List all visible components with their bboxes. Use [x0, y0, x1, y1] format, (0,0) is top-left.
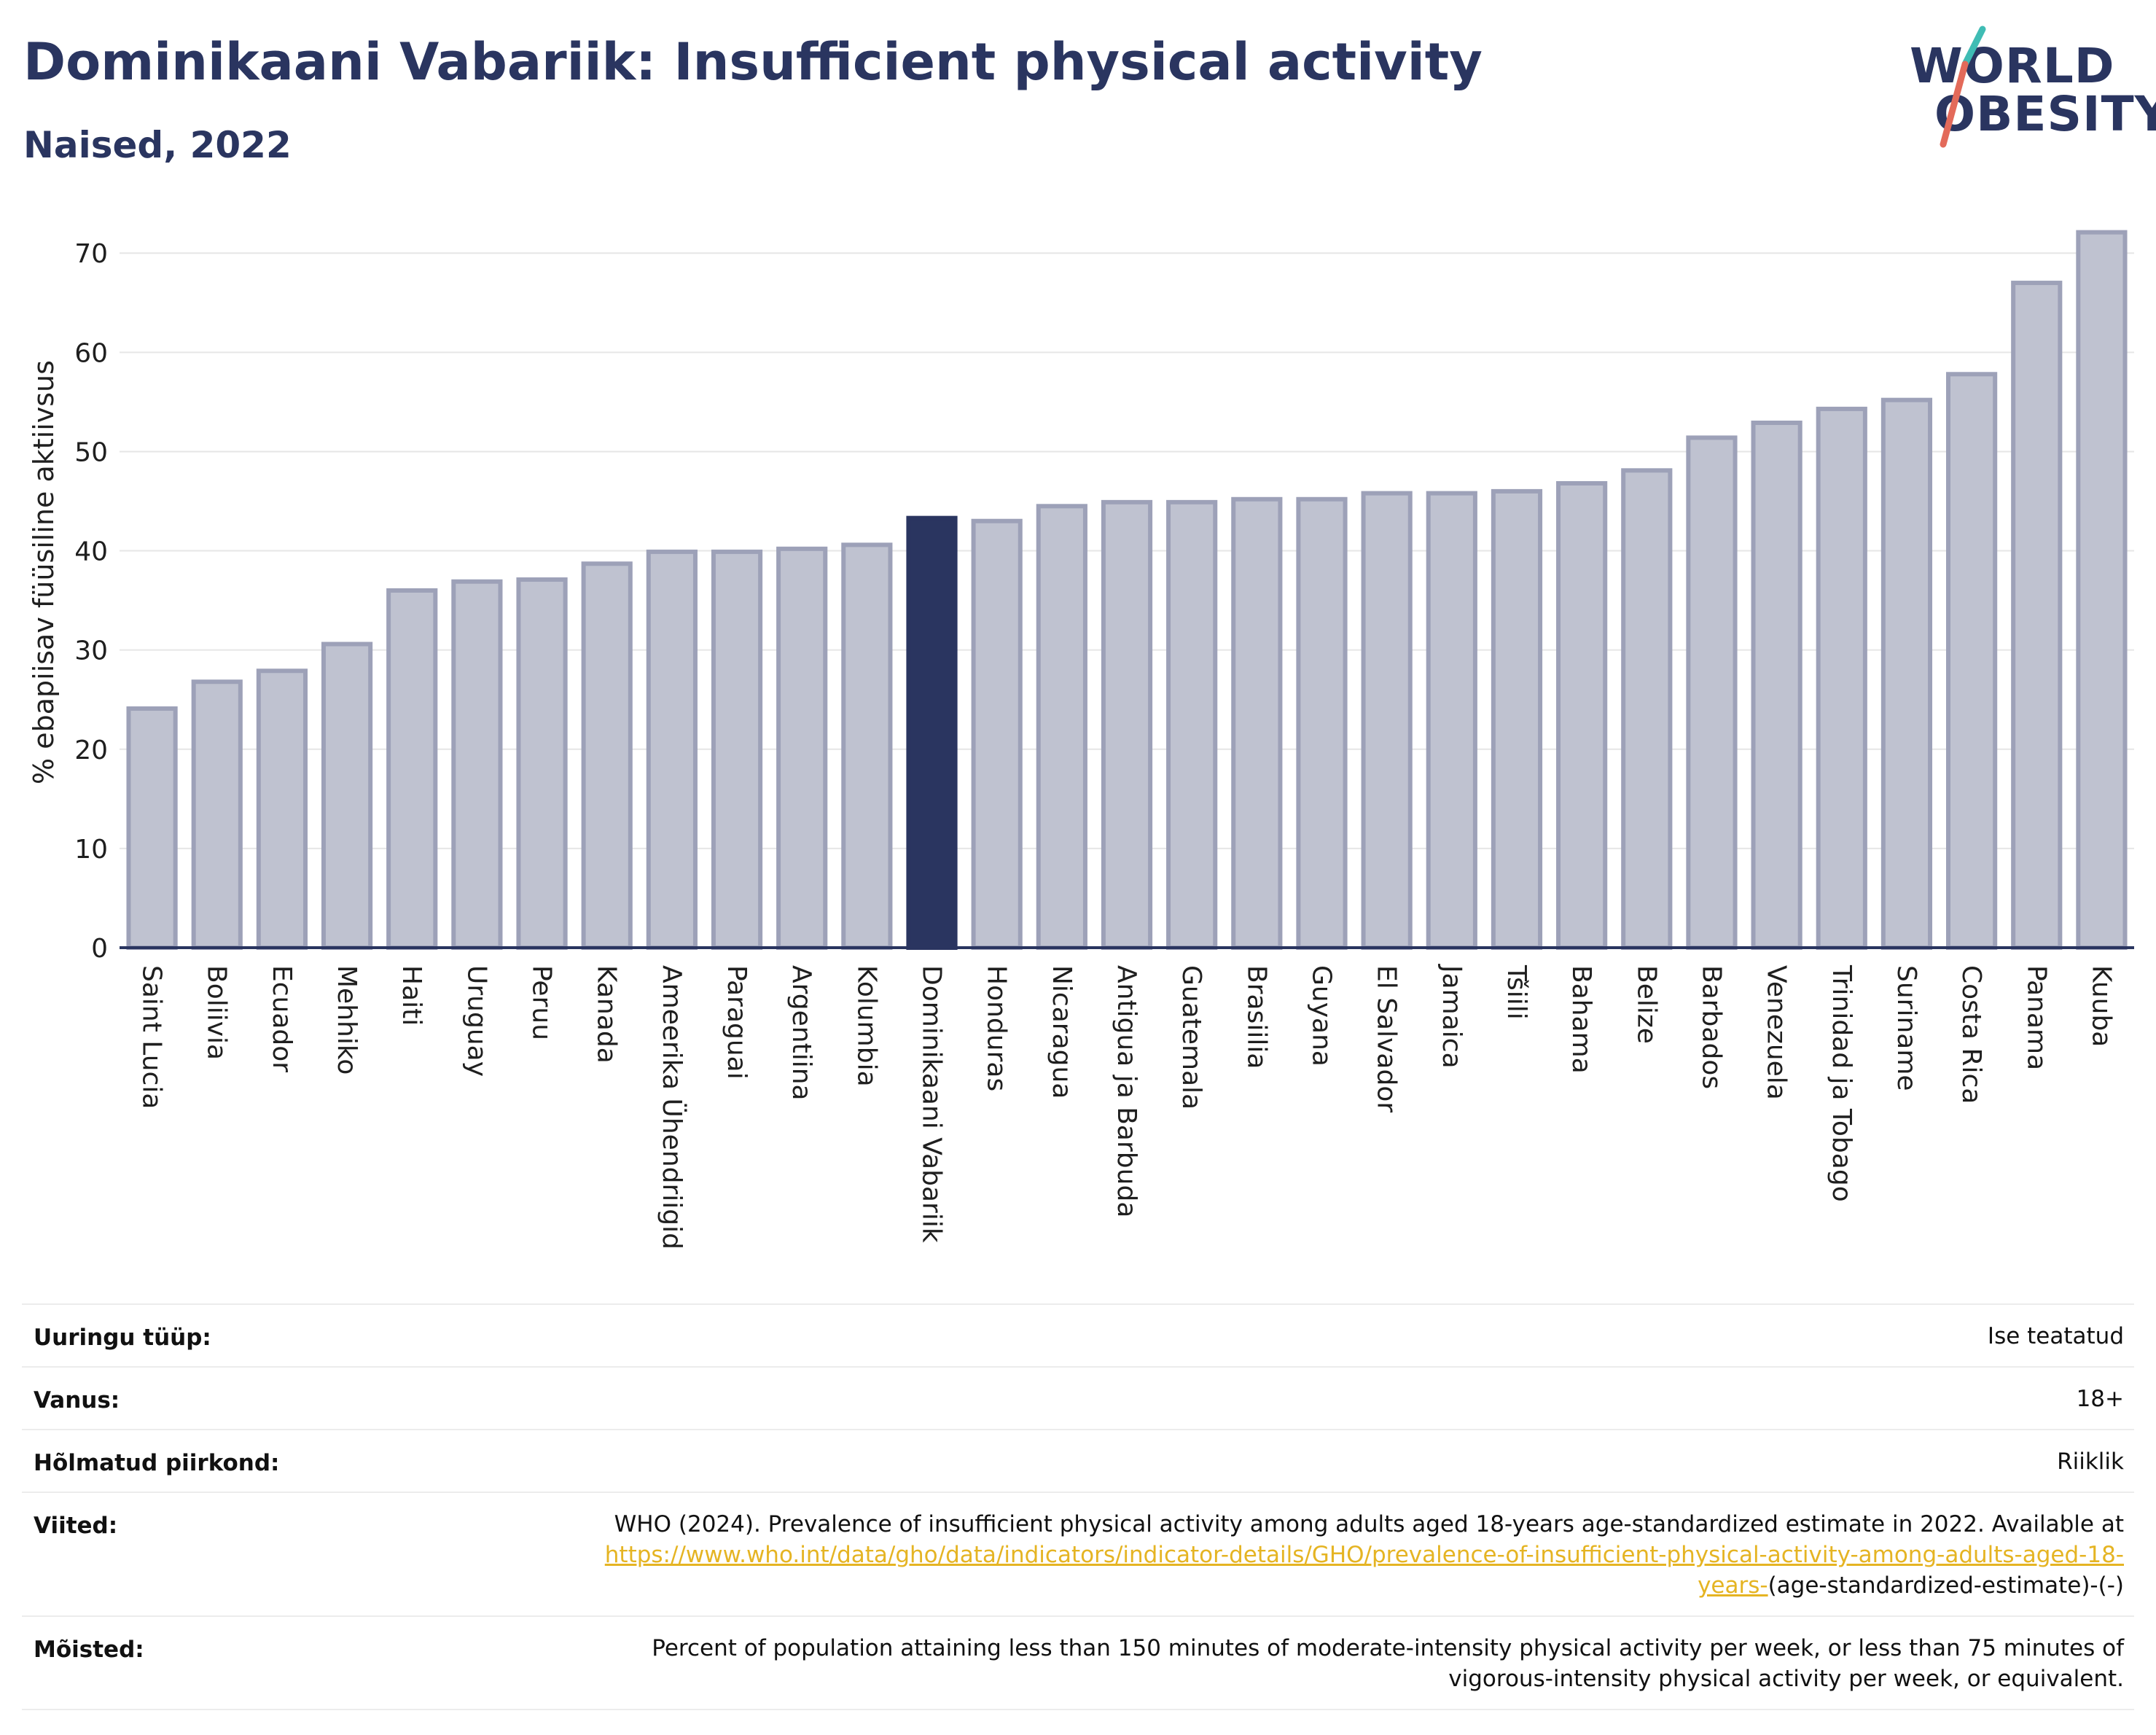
x-tick-label: Honduras — [982, 965, 1012, 1091]
x-tick-label: Saint Lucia — [137, 965, 167, 1109]
bar — [1686, 435, 1738, 950]
y-tick-label: 30 — [74, 636, 108, 666]
bar — [646, 549, 698, 950]
bar — [581, 561, 633, 950]
y-tick-label: 10 — [74, 835, 108, 865]
info-value: WHO (2024). Prevalence of insufficient p… — [586, 1509, 2124, 1601]
bar — [1296, 496, 1348, 950]
x-tick-label: Antigua ja Barbuda — [1112, 965, 1141, 1217]
bar-chart: 0 10 20 30 40 50 60 70 Saint Lucia Boliivia Ecuado… — [74, 230, 2134, 1249]
y-tick-label: 0 — [91, 934, 108, 964]
logo-line-2: OBESITY — [1934, 86, 2156, 142]
x-tick-label: Mehhiko — [332, 965, 362, 1075]
bar — [1880, 397, 1933, 950]
info-value: Riiklik — [2057, 1449, 2124, 1475]
x-tick-label: Panama — [2021, 965, 2051, 1070]
bar — [451, 579, 503, 950]
bar — [841, 542, 893, 950]
info-key: Viited: — [34, 1513, 118, 1539]
info-value: Ise teatatud — [1987, 1323, 2124, 1349]
bar — [1166, 499, 1218, 951]
bar — [1945, 372, 1998, 950]
bar — [906, 515, 958, 950]
info-value: Percent of population attaining less tha… — [652, 1635, 2124, 1692]
bar — [711, 549, 763, 950]
info-key: Uuringu tüüp: — [34, 1325, 211, 1351]
x-tick-label: Paraguai — [722, 965, 751, 1080]
bar — [126, 706, 178, 950]
reference-text: WHO (2024). Prevalence of insufficient p… — [614, 1511, 2124, 1537]
bar — [1816, 406, 1867, 950]
info-key: Mõisted: — [34, 1637, 144, 1663]
reference-text-suffix: (age-standardized-estimate)-(-) — [1768, 1572, 2124, 1599]
info-row-definitions: Mõisted: Percent of population attaining… — [22, 1615, 2134, 1710]
x-tick-label: Jamaica — [1437, 964, 1466, 1069]
x-tick-label: Belize — [1631, 965, 1661, 1044]
x-tick-label: Costa Rica — [1956, 965, 1986, 1104]
logo-slash-icon — [1940, 26, 1986, 148]
x-tick-label: Guatemala — [1176, 965, 1206, 1110]
chart-title: Dominikaani Vabariik: Insufficient physi… — [23, 32, 1483, 92]
x-tick-label: Brasiilia — [1241, 965, 1271, 1069]
x-tick-label: Uruguay — [461, 965, 491, 1077]
y-tick-label: 50 — [74, 437, 108, 467]
x-tick-label: Kanada — [592, 965, 622, 1064]
y-tick-label: 60 — [74, 338, 108, 368]
bar — [1361, 491, 1413, 951]
x-tick-label: Tšiili — [1501, 964, 1531, 1020]
bar — [2011, 281, 2063, 951]
x-tick-label: Guyana — [1306, 965, 1336, 1067]
chart-subtitle: Naised, 2022 — [23, 124, 292, 166]
info-value: 18+ — [2076, 1386, 2124, 1412]
world-obesity-logo: WORLD OBESITY — [1895, 22, 2156, 153]
bar — [1556, 481, 1608, 950]
bar — [191, 679, 243, 950]
x-tick-label: El Salvador — [1372, 965, 1402, 1112]
y-tick-label: 20 — [74, 736, 108, 765]
y-tick-label: 40 — [74, 537, 108, 567]
x-tick-label: Dominikaani Vabariik — [917, 965, 947, 1243]
bar — [1621, 468, 1673, 950]
info-row-age: Vanus: 18+ — [22, 1366, 2134, 1429]
info-row-survey-type: Uuringu tüüp: Ise teatatud — [22, 1303, 2134, 1366]
x-tick-label: Kolumbia — [851, 965, 881, 1087]
y-tick-label: 70 — [74, 239, 108, 269]
bar — [1036, 504, 1087, 950]
bar — [1491, 488, 1543, 950]
bar — [321, 642, 373, 950]
x-tick-label: Peruu — [527, 965, 557, 1040]
info-key: Vanus: — [34, 1387, 120, 1414]
bar — [1426, 491, 1477, 951]
x-tick-label: Haiti — [397, 965, 426, 1026]
x-tick-label: Barbados — [1696, 965, 1726, 1089]
bar — [971, 518, 1023, 950]
info-row-coverage: Hõlmatud piirkond: Riiklik — [22, 1429, 2134, 1492]
bar — [516, 577, 568, 950]
info-key: Hõlmatud piirkond: — [34, 1450, 280, 1476]
x-tick-label: Nicaragua — [1047, 965, 1077, 1099]
x-tick-label: Suriname — [1891, 965, 1921, 1091]
bar — [386, 588, 438, 950]
x-tick-label: Ameerika Ühendriigid — [657, 965, 687, 1249]
bar — [1751, 420, 1802, 950]
info-row-references: Viited: WHO (2024). Prevalence of insuff… — [22, 1492, 2134, 1615]
reference-link[interactable]: https://www.who.int/data/gho/data/indica… — [604, 1542, 2124, 1599]
bar — [256, 668, 308, 950]
x-tick-label: Bahama — [1566, 965, 1596, 1074]
x-tick-label: Ecuador — [267, 965, 297, 1072]
x-tick-label: Trinidad ja Tobago — [1827, 964, 1856, 1202]
bar — [1101, 499, 1153, 951]
x-tick-label: Argentiina — [786, 965, 816, 1101]
bar — [2076, 230, 2128, 950]
x-tick-label: Boliivia — [202, 965, 232, 1060]
bar — [776, 546, 828, 951]
info-table: Uuringu tüüp: Ise teatatud Vanus: 18+ Hõ… — [22, 1303, 2134, 1710]
logo-line-1: WORLD — [1910, 38, 2115, 94]
bar — [1231, 496, 1283, 950]
x-tick-label: Venezuela — [1762, 965, 1792, 1100]
x-tick-label: Kuuba — [2086, 965, 2116, 1047]
